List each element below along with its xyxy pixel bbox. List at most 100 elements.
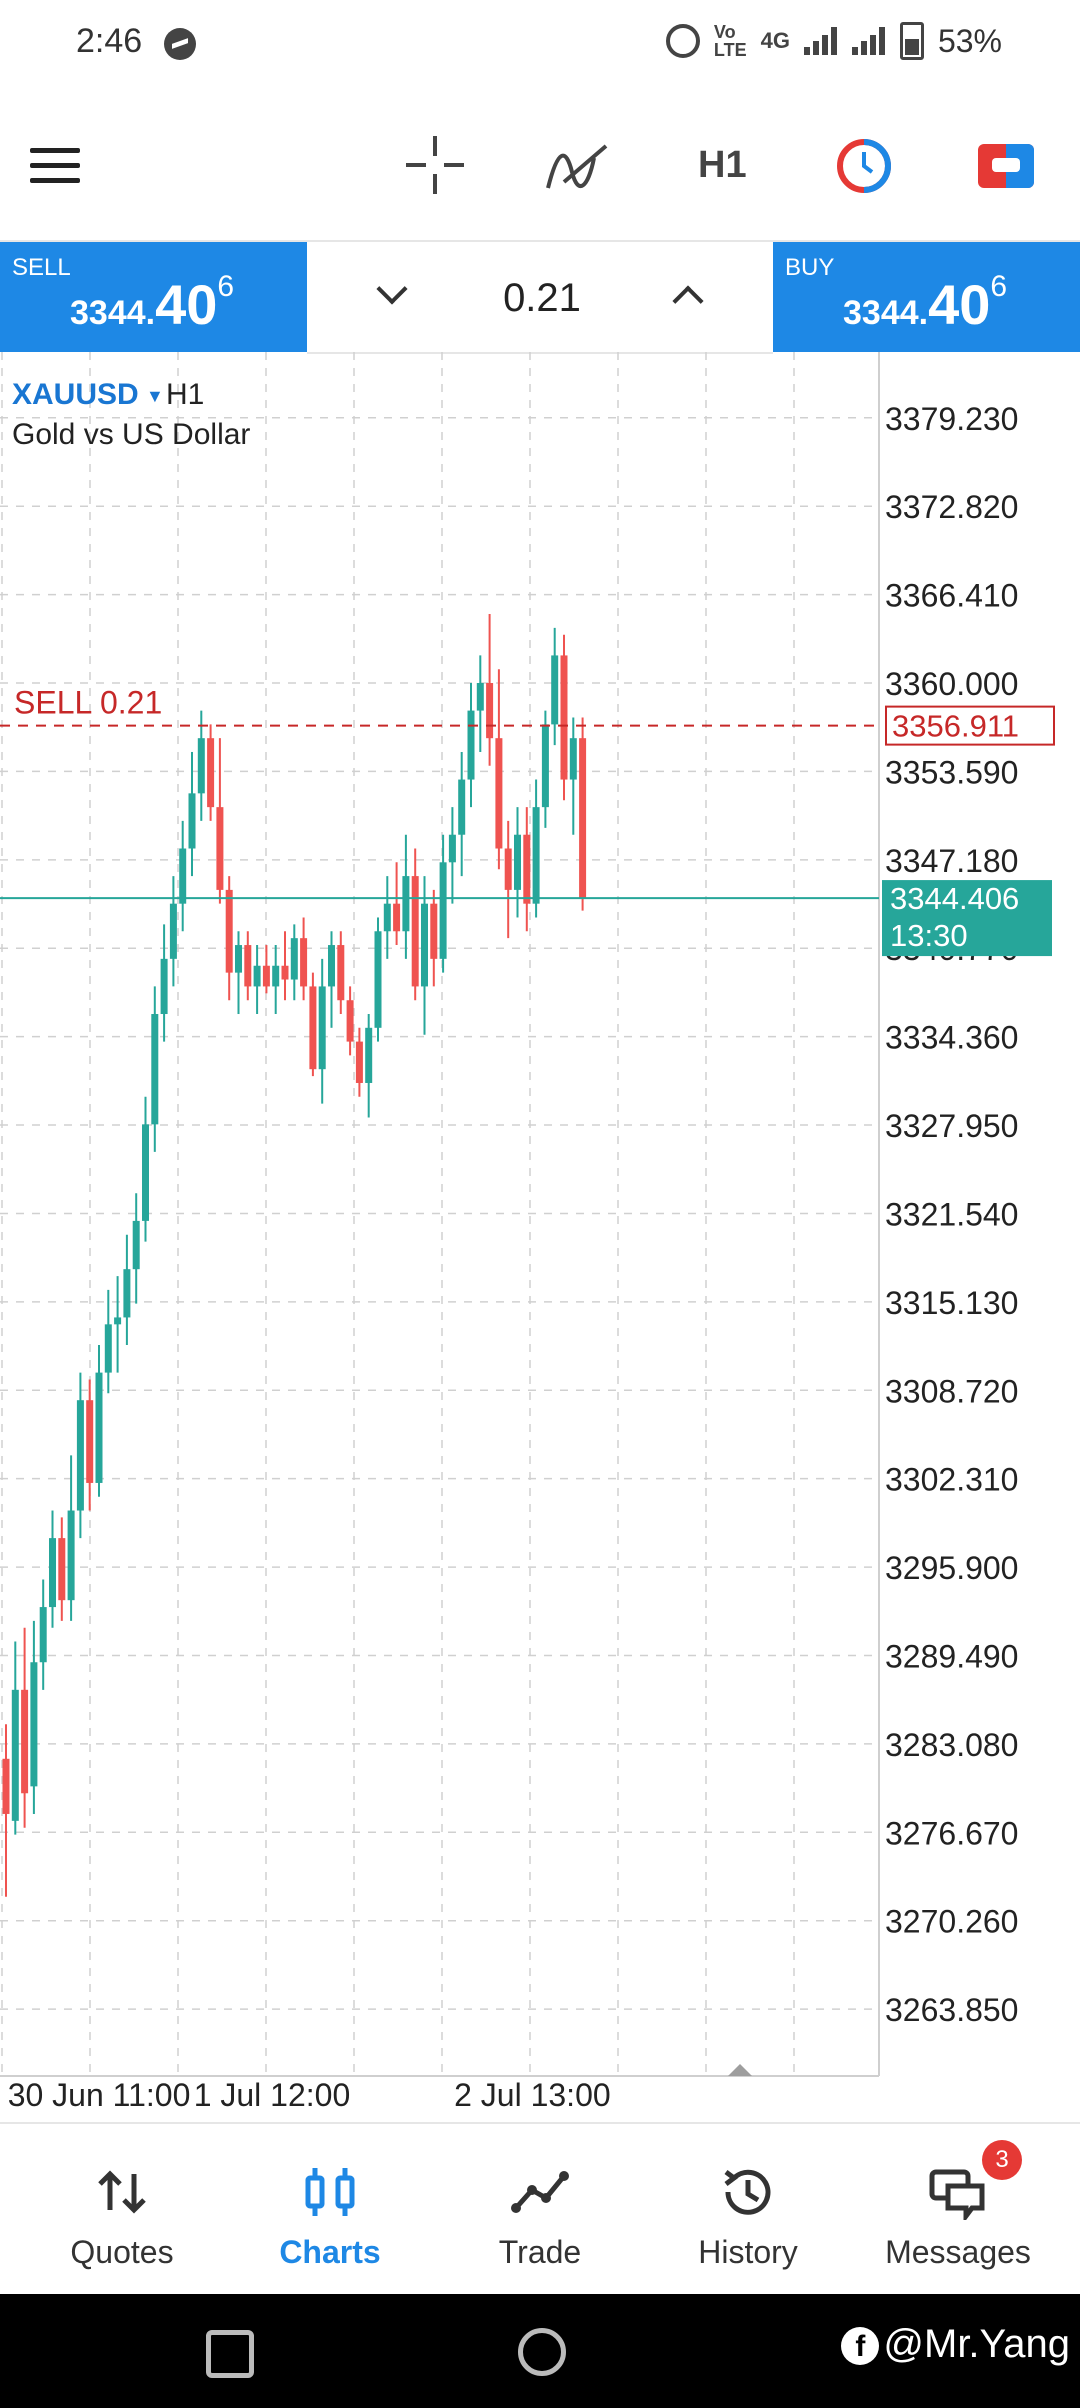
messages-icon [929,2169,985,2220]
candle-body [95,1372,103,1483]
candle-body [504,848,512,890]
candle-body [142,1124,149,1221]
candle-body [49,1538,56,1608]
nav-charts[interactable]: Charts [222,2124,438,2296]
y-tick-label: 3289.490 [885,1638,1018,1674]
alarm-icon [665,24,700,58]
buy-label: BUY [785,254,835,281]
candle-body [309,986,317,1070]
candle-body [114,1317,122,1325]
candle-body [169,903,177,959]
candle-body [216,807,224,890]
history-icon [724,2169,771,2215]
candle-body [253,965,261,987]
candle-body [523,834,531,904]
menu-icon[interactable] [30,148,80,184]
candle-body [207,738,215,808]
y-tick-label: 3360.000 [885,666,1018,702]
one-click-trading-icon[interactable] [836,138,892,194]
chart-toolbar: H1 [0,88,1080,242]
bottom-navigation: Quotes Charts Trade History 3 Messages [0,2122,1080,2296]
nav-label-history: History [698,2234,798,2270]
candle-body [30,1662,38,1787]
candle-body [383,903,391,932]
symbol-description: Gold vs US Dollar [12,418,251,451]
candle-body [281,965,289,980]
nav-label-trade: Trade [498,2234,582,2270]
nav-messages[interactable]: 3 Messages [850,2124,1066,2296]
indicators-icon[interactable] [544,138,610,194]
candle-body [365,1027,373,1083]
candle-body [514,834,521,890]
candle-body [86,1400,94,1483]
nav-quotes[interactable]: Quotes [14,2124,230,2296]
y-tick-label: 3327.950 [885,1108,1018,1144]
candle-body [495,738,503,849]
home-button[interactable] [518,2328,566,2376]
candle-body [374,931,382,1028]
symbol-dropdown-icon[interactable]: ▼ [146,386,164,406]
signal-icon [803,27,838,55]
lot-decrease-button[interactable] [367,272,417,322]
lot-size-input[interactable] [457,272,627,324]
status-icons: Vo LTE 4G 53% [665,22,1002,60]
candle-body [188,793,196,849]
y-tick-label: 3334.360 [885,1020,1018,1056]
y-tick-label: 3347.180 [885,843,1018,879]
candle-body [439,862,447,959]
price-chart[interactable]: 3379.230 3372.820 3366.410 3360.000 3353.590… [0,352,1080,2122]
timeframe-button[interactable]: H1 [698,144,747,186]
nav-history[interactable]: History [640,2124,856,2296]
y-tick-label: 3379.230 [885,401,1018,437]
candle-body [300,938,308,987]
trade-icon [511,2171,569,2213]
symbol-name[interactable]: XAUUSD [12,378,139,411]
facebook-icon: f [841,2327,880,2366]
y-tick-label: 3366.410 [885,578,1018,614]
nav-trade[interactable]: Trade [432,2124,648,2296]
nav-label-quotes: Quotes [70,2234,174,2270]
candle-body [179,848,187,904]
candle-body [244,945,252,987]
order-line-label: SELL 0.21 [14,685,162,721]
y-tick-label: 3308.720 [885,1373,1018,1409]
battery-level: 53% [937,22,1002,59]
messages-badge: 3 [982,2140,1022,2180]
quotes-icon [98,2170,146,2214]
candle-body [21,1689,29,1794]
recents-button[interactable] [206,2330,254,2378]
battery-icon [899,22,924,60]
signal-icon-2 [851,27,886,55]
messenger-icon [164,28,196,60]
trade-panel-icon[interactable] [978,144,1034,188]
buy-price: 3344.406 [843,270,1008,336]
buy-button[interactable]: BUY 3344.406 [773,242,1080,352]
scroll-marker-icon [728,2064,752,2076]
candle-body [328,945,335,987]
status-bar: 2:46 Vo LTE 4G 53% [0,0,1080,88]
candle-body [11,1689,19,1821]
candlestick-chart[interactable]: 3379.230 3372.820 3366.410 3360.000 3353.590… [0,352,1080,2122]
candle-body [58,1538,66,1601]
candle-body [393,903,401,932]
candle-body [569,738,577,780]
nav-label-charts: Charts [279,2234,381,2270]
candle-body [67,1510,75,1601]
watermark: f @Mr.Yang [841,2322,1070,2367]
lot-increase-button[interactable] [663,272,713,322]
volte-icon: Vo LTE [713,22,747,60]
crosshair-icon[interactable] [406,136,464,194]
candle-body [532,807,540,904]
candle-body [467,710,475,780]
status-time: 2:46 [76,22,143,60]
candle-body [411,876,419,987]
sell-button[interactable]: SELL 3344.406 [0,242,307,352]
candle-body [560,655,568,780]
nav-label-messages: Messages [885,2234,1031,2270]
y-tick-label: 3270.260 [885,1904,1018,1940]
candle-body [337,945,345,1001]
candle-body [290,938,298,980]
candle-body [160,958,168,1015]
candle-body [151,1014,159,1125]
chart-timeframe: H1 [166,378,205,411]
